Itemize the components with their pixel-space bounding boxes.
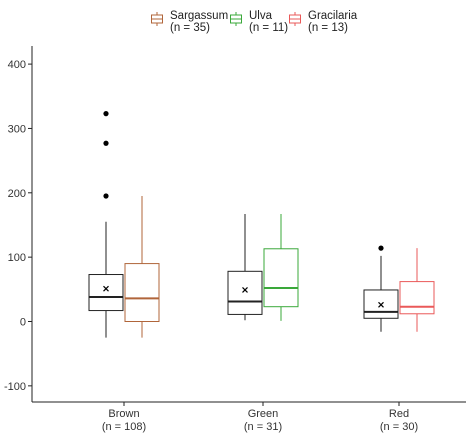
y-tick-label: 300 xyxy=(8,123,26,135)
mean-marker-green-overall xyxy=(242,287,248,293)
mean-marker-brown-overall xyxy=(103,285,109,292)
legend-count-gracilaria: (n = 13) xyxy=(308,22,348,34)
y-tick-label: 100 xyxy=(8,252,26,264)
x-tick-label: Green xyxy=(248,408,279,420)
outlier-point-brown-overall xyxy=(103,111,109,117)
legend-label-sargassum: Sargassum xyxy=(170,10,229,22)
legend-key-sargassum xyxy=(151,12,163,26)
x-tick-count: (n = 31) xyxy=(244,421,282,433)
legend-count-ulva: (n = 11) xyxy=(249,22,289,34)
outlier-point-red-overall xyxy=(378,245,384,251)
legend-label-gracilaria: Gracilaria xyxy=(308,10,358,22)
outlier-point-brown-overall xyxy=(103,140,109,146)
box-brown-sargassum xyxy=(124,263,160,322)
box-green-ulva xyxy=(263,248,299,308)
outlier-point-brown-overall xyxy=(103,193,109,199)
y-tick-label: 200 xyxy=(8,188,26,200)
legend-key-ulva xyxy=(230,12,242,26)
y-tick-label: 400 xyxy=(8,59,26,71)
y-tick-label: -100 xyxy=(4,381,26,393)
legend-key-gracilaria xyxy=(289,12,301,26)
mean-marker-red-overall xyxy=(378,301,384,308)
box-green-overall xyxy=(227,270,263,315)
x-tick-label: Brown xyxy=(108,408,139,420)
y-tick-label: 0 xyxy=(20,317,26,329)
chart-legend: Sargassum (n = 35) Ulva (n = 11) Gracila… xyxy=(0,10,474,36)
box-red-gracilaria xyxy=(399,281,435,315)
legend-label-ulva: Ulva xyxy=(249,10,273,22)
x-tick-count: (n = 108) xyxy=(102,421,146,433)
x-tick-count: (n = 30) xyxy=(380,421,418,433)
box-brown-overall xyxy=(88,274,124,312)
legend-count-sargassum: (n = 35) xyxy=(170,22,210,34)
x-tick-label: Red xyxy=(389,408,409,420)
